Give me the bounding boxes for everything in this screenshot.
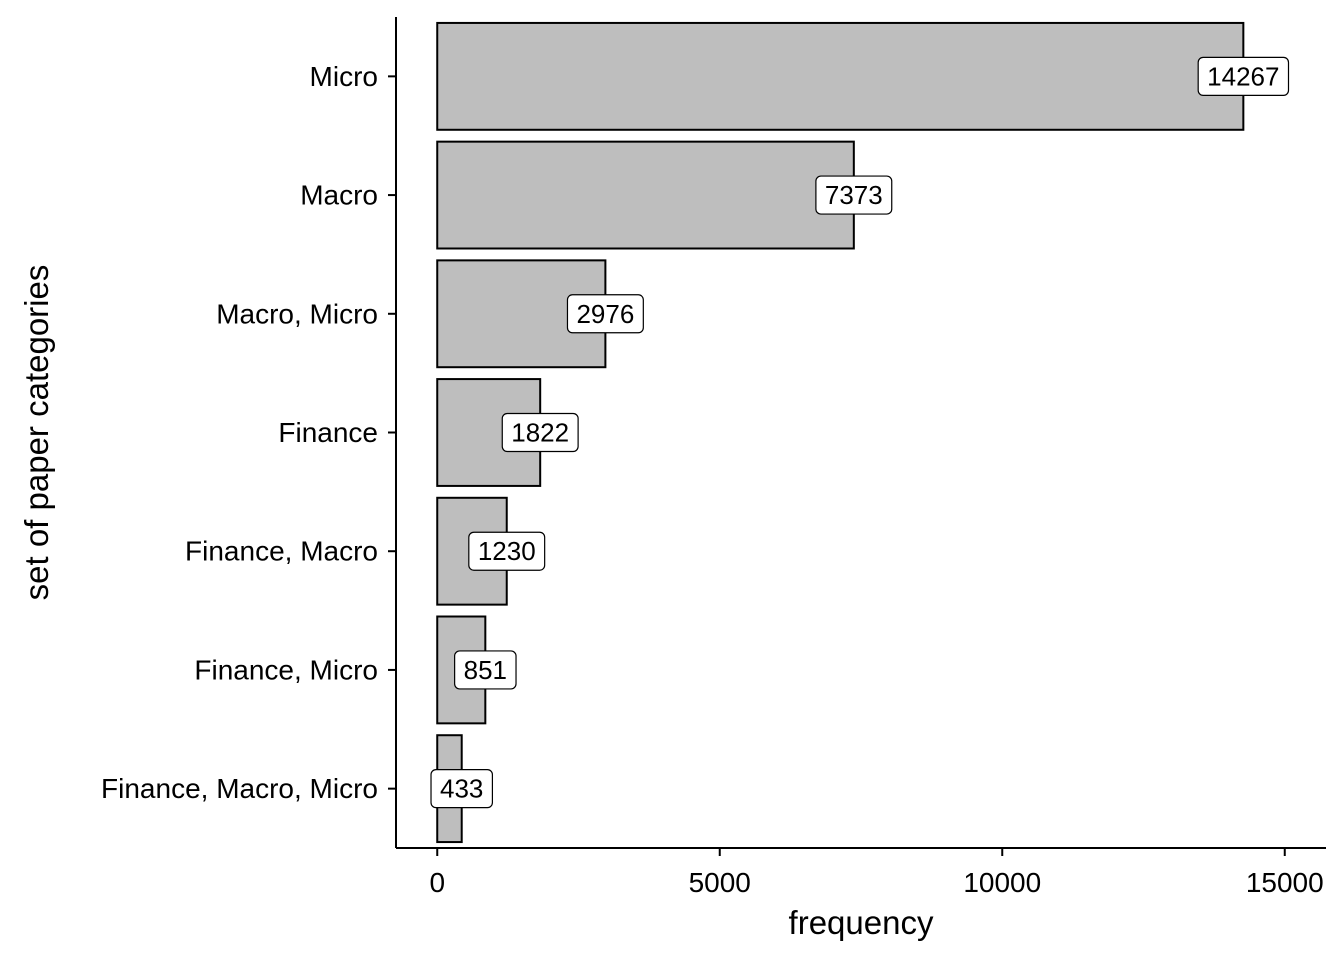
y-tick-label: Finance, Macro	[185, 536, 378, 567]
x-tick-label: 15000	[1246, 867, 1324, 898]
y-tick-label: Finance, Micro	[194, 654, 378, 685]
y-tick-label: Macro, Micro	[216, 298, 378, 329]
data-label-box	[468, 531, 546, 571]
y-tick-label: Finance	[278, 417, 378, 448]
x-axis-title: frequency	[789, 904, 934, 941]
data-label-text: 2976	[576, 299, 634, 329]
data-label-box	[566, 294, 644, 334]
x-tick-label: 5000	[689, 867, 751, 898]
data-label-text: 433	[440, 774, 483, 804]
data-labels-layer: 14267 7373 2976 1822 1230 851 433	[430, 56, 1290, 809]
y-tick-label: Micro	[310, 61, 378, 92]
bar	[436, 140, 855, 250]
x-tick-label: 10000	[963, 867, 1041, 898]
data-label-text: 14267	[1207, 61, 1279, 91]
data-label: 2976	[566, 294, 644, 334]
data-label-text: 7373	[825, 180, 883, 210]
data-label-text: 1822	[511, 418, 569, 448]
data-label: 851	[454, 650, 517, 690]
data-label-text: 851	[464, 655, 507, 685]
data-label: 1822	[501, 412, 579, 453]
data-label-text: 1230	[478, 536, 536, 566]
data-label-box	[1197, 56, 1290, 96]
data-label: 7373	[815, 175, 893, 215]
data-label: 14267	[1197, 56, 1290, 96]
data-label-box	[501, 412, 579, 453]
x-tick-label: 0	[429, 867, 445, 898]
x-axis-ticks: 0 5000 10000 15000	[429, 848, 1324, 898]
data-label-box	[430, 769, 494, 809]
data-label: 1230	[468, 531, 546, 571]
y-axis-title: set of paper categories	[18, 265, 55, 601]
data-label-box	[454, 650, 517, 690]
data-label-box	[815, 175, 893, 215]
y-tick-label: Finance, Macro, Micro	[101, 773, 378, 804]
bar	[436, 21, 1245, 131]
data-label: 433	[430, 769, 494, 809]
y-axis-ticks: Micro Macro Macro, Micro Finance Finance, Ma…	[101, 61, 396, 804]
y-tick-label: Macro	[300, 180, 378, 211]
